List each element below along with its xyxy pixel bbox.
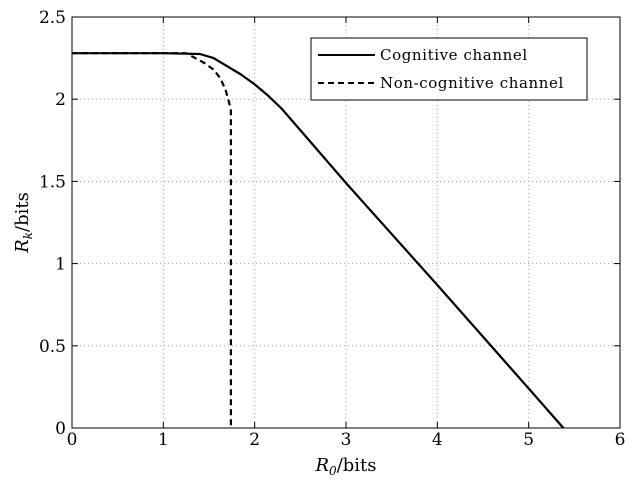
legend-label-cognitive: Cognitive channel xyxy=(380,46,528,64)
y-tick-label: 2 xyxy=(55,90,66,110)
series-line-non-cognitive xyxy=(72,52,232,428)
legend: Cognitive channel Non-cognitive channel xyxy=(310,37,588,101)
x-axis-label: R0/bits xyxy=(314,455,376,477)
x-tick-label: 4 xyxy=(432,430,443,450)
series-layer xyxy=(72,52,565,429)
y-tick-label: 1 xyxy=(55,255,66,275)
y-axis-label: Rk/bits xyxy=(12,192,35,254)
series-line-cognitive xyxy=(72,52,565,429)
x-tick-label: 0 xyxy=(67,430,78,450)
x-tick-label: 2 xyxy=(249,430,260,450)
y-tick-label: 0.5 xyxy=(39,337,66,357)
legend-box xyxy=(310,37,588,101)
x-tick-label: 5 xyxy=(523,430,534,450)
tick-label-layer: 0 1 2 3 4 5 6 0 0.5 1 1.5 2 2.5 xyxy=(39,8,625,450)
y-tick-label: 2.5 xyxy=(39,8,66,28)
x-tick-label: 3 xyxy=(341,430,352,450)
y-tick-label: 0 xyxy=(55,419,66,439)
legend-label-non-cognitive: Non-cognitive channel xyxy=(380,74,564,92)
y-tick-label: 1.5 xyxy=(39,172,66,192)
x-tick-label: 1 xyxy=(158,430,169,450)
tick-layer xyxy=(71,16,621,429)
x-tick-label: 6 xyxy=(615,430,626,450)
